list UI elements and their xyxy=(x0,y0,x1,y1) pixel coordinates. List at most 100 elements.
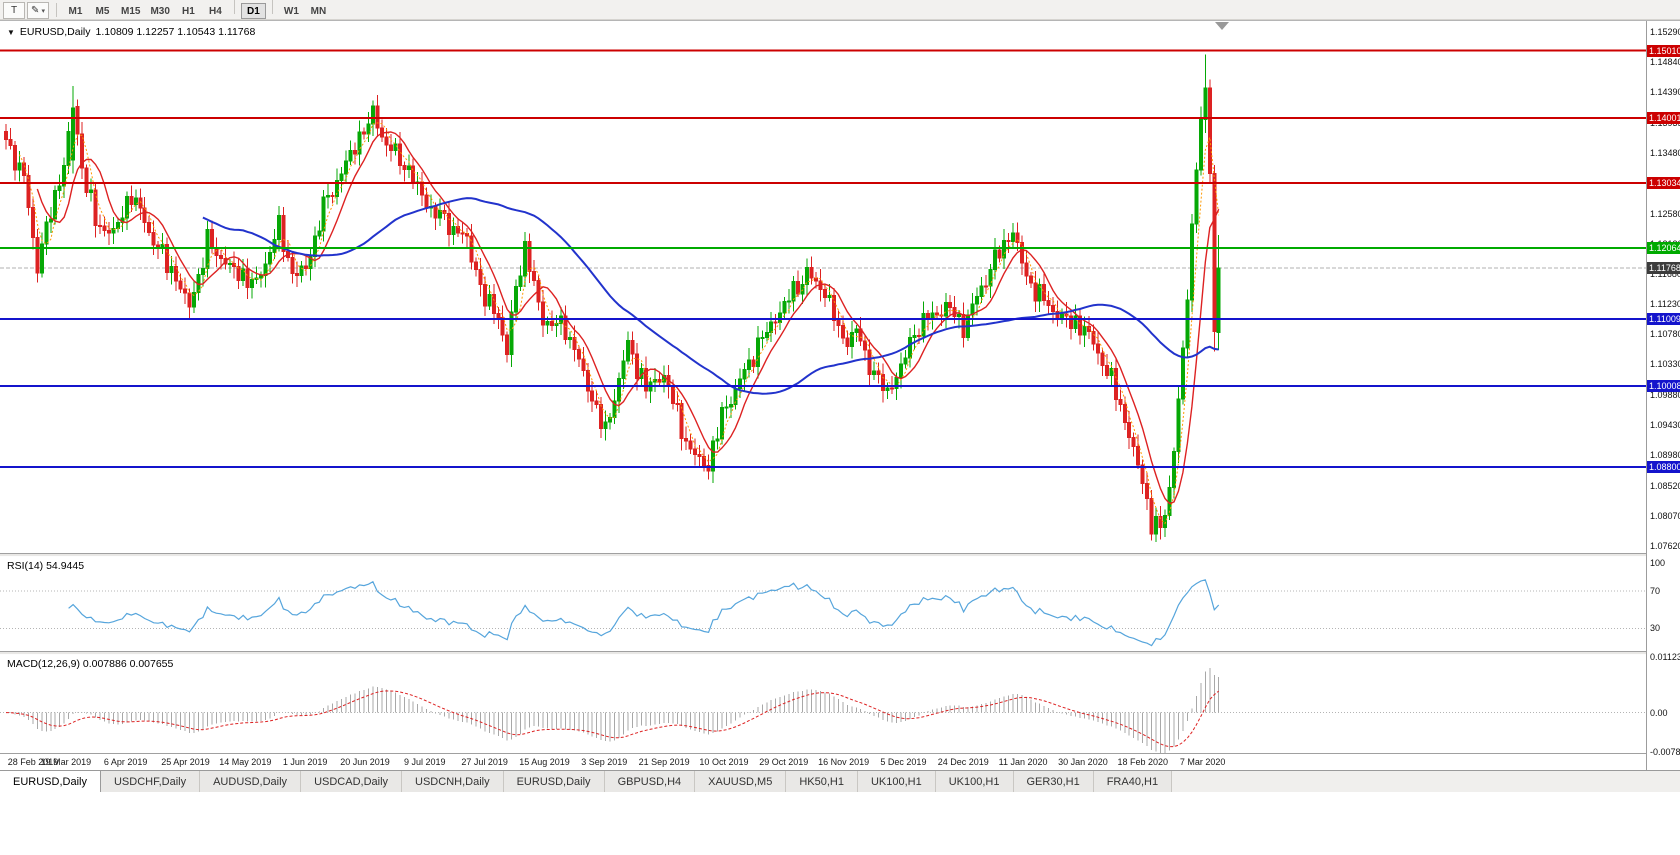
top-toolbar: T ✎ ▾ M1 M5 M15 M30 H1 H4 D1 W1 MN xyxy=(0,0,1680,20)
date-tick-label: 21 Sep 2019 xyxy=(638,757,690,767)
horizontal-lines-layer xyxy=(0,49,1646,469)
toolbar-separator xyxy=(56,2,57,17)
chart-tab-bar: EURUSD,Daily USDCHF,Daily AUDUSD,Daily USDC… xyxy=(0,770,1680,792)
chart-tab-ger30-h1[interactable]: GER30,H1 xyxy=(1013,771,1094,792)
timeframe-d1-button[interactable]: D1 xyxy=(240,3,266,20)
date-tick-label: 28 Feb 2019 xyxy=(7,757,59,767)
macd-tick-label: -0.007892 xyxy=(1650,746,1680,757)
main-chart-plot[interactable] xyxy=(0,21,1646,553)
ohlc-values-text: 1.10809 1.12257 1.10543 1.11768 xyxy=(95,26,256,38)
price-tick-label: 1.08980 xyxy=(1650,450,1680,461)
price-tick-label: 1.08070 xyxy=(1650,511,1680,522)
toolbar-separator xyxy=(233,0,235,14)
date-tick-label: 19 Mar 2019 xyxy=(40,757,92,767)
price-tick-label: 1.13480 xyxy=(1650,148,1680,159)
timeframe-m5-button[interactable]: M5 xyxy=(90,3,115,19)
price-tick-label: 1.07620 xyxy=(1650,541,1680,552)
date-tick-label: 15 Aug 2019 xyxy=(519,757,570,767)
chart-tab-uk100-h1[interactable]: UK100,H1 xyxy=(857,771,936,792)
chart-tools-group: T ✎ ▾ xyxy=(3,0,51,19)
hline-price-label: 1.11009 xyxy=(1647,312,1680,325)
panel-splitter[interactable] xyxy=(0,553,1680,557)
date-tick-label: 16 Nov 2019 xyxy=(818,757,870,767)
price-tick-label: 1.10330 xyxy=(1650,359,1680,370)
price-tick-label: 1.14840 xyxy=(1650,56,1680,67)
timeframe-m30-button[interactable]: M30 xyxy=(146,3,173,19)
rsi-tick-label: 70 xyxy=(1650,585,1661,596)
date-tick-label: 25 Apr 2019 xyxy=(161,757,210,767)
macd-tick-label: 0.011232 xyxy=(1650,651,1680,662)
chart-tab-usdcnh-daily[interactable]: USDCNH,Daily xyxy=(402,771,504,792)
timeframe-m1-button[interactable]: M1 xyxy=(63,3,88,19)
date-tick-label: 3 Sep 2019 xyxy=(581,757,628,767)
timeframe-mn-button[interactable]: MN xyxy=(306,3,331,19)
price-tick-label: 1.09880 xyxy=(1650,389,1680,400)
macd-panel-plot[interactable] xyxy=(0,655,1646,753)
date-tick-label: 29 Oct 2019 xyxy=(759,757,809,767)
timeframe-h1-button[interactable]: H1 xyxy=(176,3,201,19)
date-tick-label: 5 Dec 2019 xyxy=(880,757,927,767)
timeframe-m15-button[interactable]: M15 xyxy=(117,3,144,19)
chart-tab-usdcad-daily[interactable]: USDCAD,Daily xyxy=(301,771,403,792)
price-tick-label: 1.14390 xyxy=(1650,87,1680,98)
drawing-tool-icon: ✎ xyxy=(31,5,40,16)
date-tick-label: 14 May 2019 xyxy=(219,757,272,767)
date-tick-label: 30 Jan 2020 xyxy=(1058,757,1108,767)
rsi-tick-label: 30 xyxy=(1650,623,1661,634)
pointer-tool-button[interactable]: T xyxy=(3,2,25,19)
date-tick-label: 24 Dec 2019 xyxy=(937,757,989,767)
bid-price-label: 1.11768 xyxy=(1647,262,1680,274)
candles-layer xyxy=(4,54,1221,543)
chart-tab-audusd-daily[interactable]: AUDUSD,Daily xyxy=(200,771,302,792)
hline-price-label: 1.08800 xyxy=(1647,461,1680,474)
chart-symbol-label: ▼ EURUSD,Daily 1.10809 1.12257 1.10543 1… xyxy=(7,26,255,38)
pointer-tool-icon: T xyxy=(10,5,18,16)
time-axis[interactable]: 28 Feb 2019 19 Mar 2019 6 Apr 2019 25 Apr 2… xyxy=(0,753,1646,771)
hline-price-label: 1.15010 xyxy=(1647,44,1680,57)
macd-indicator-label: MACD(12,26,9) 0.007886 0.007655 xyxy=(7,658,174,670)
price-tick-label: 1.12580 xyxy=(1650,208,1680,219)
hline-price-label: 1.12064 xyxy=(1647,242,1680,255)
one-click-trading-arrow-icon[interactable]: ▼ xyxy=(7,27,15,37)
chart-tab-uk100-h1[interactable]: UK100,H1 xyxy=(935,771,1014,792)
chart-tab-gbpusd-h4[interactable]: GBPUSD,H4 xyxy=(604,771,696,792)
date-tick-label: 7 Mar 2020 xyxy=(1179,757,1226,767)
hline-price-label: 1.10008 xyxy=(1647,380,1680,393)
chart-tab-eurusd-daily[interactable]: EURUSD,Daily xyxy=(0,771,101,792)
price-tick-label: 1.08520 xyxy=(1650,480,1680,491)
price-tick-label: 1.09430 xyxy=(1650,419,1680,430)
timeframe-buttons-group: M1 M5 M15 M30 H1 H4 D1 W1 MN xyxy=(62,0,332,20)
price-tick-label: 1.11230 xyxy=(1650,299,1680,310)
chart-tab-usdchf-daily[interactable]: USDCHF,Daily xyxy=(100,771,201,792)
chart-shift-marker-icon xyxy=(1215,22,1229,30)
date-tick-label: 6 Apr 2019 xyxy=(103,757,148,767)
date-tick-label: 11 Jan 2020 xyxy=(998,757,1048,767)
timeframe-h4-button[interactable]: H4 xyxy=(203,3,228,19)
price-axis[interactable]: 1.152901.148401.143901.139351.134801.130… xyxy=(1646,21,1680,771)
chart-tab-hk50-h1[interactable]: HK50,H1 xyxy=(786,771,858,792)
symbol-timeframe-text: EURUSD,Daily xyxy=(19,26,91,38)
panel-splitter[interactable] xyxy=(0,651,1680,655)
price-tick-label: 1.10780 xyxy=(1650,329,1680,340)
macd-tick-label: 0.00 xyxy=(1650,707,1668,718)
drawing-tool-button[interactable]: ✎ ▾ xyxy=(27,2,49,19)
hline-price-label: 1.13034 xyxy=(1647,177,1680,190)
chart-window: ▼ EURUSD,Daily 1.10809 1.12257 1.10543 1… xyxy=(0,20,1680,771)
date-tick-label: 18 Feb 2020 xyxy=(1117,757,1169,767)
date-tick-label: 20 Jun 2019 xyxy=(340,757,390,767)
date-tick-label: 10 Oct 2019 xyxy=(699,757,749,767)
date-tick-label: 1 Jun 2019 xyxy=(282,757,328,767)
chart-tab-eurusd-daily[interactable]: EURUSD,Daily xyxy=(503,771,605,792)
rsi-panel-plot[interactable] xyxy=(0,557,1646,651)
rsi-tick-label: 100 xyxy=(1650,557,1666,568)
chevron-down-icon: ▾ xyxy=(41,7,45,15)
date-tick-label: 27 Jul 2019 xyxy=(461,757,508,767)
price-tick-label: 1.15290 xyxy=(1650,26,1680,37)
hline-price-label: 1.14001 xyxy=(1647,112,1680,125)
chart-tab-xauusd-m5[interactable]: XAUUSD,M5 xyxy=(695,771,787,792)
timeframe-w1-button[interactable]: W1 xyxy=(279,3,304,19)
rsi-indicator-label: RSI(14) 54.9445 xyxy=(7,560,85,572)
chart-tab-fra40-h1[interactable]: FRA40,H1 xyxy=(1093,771,1173,792)
date-tick-label: 9 Jul 2019 xyxy=(404,757,446,767)
toolbar-separator xyxy=(271,0,273,14)
